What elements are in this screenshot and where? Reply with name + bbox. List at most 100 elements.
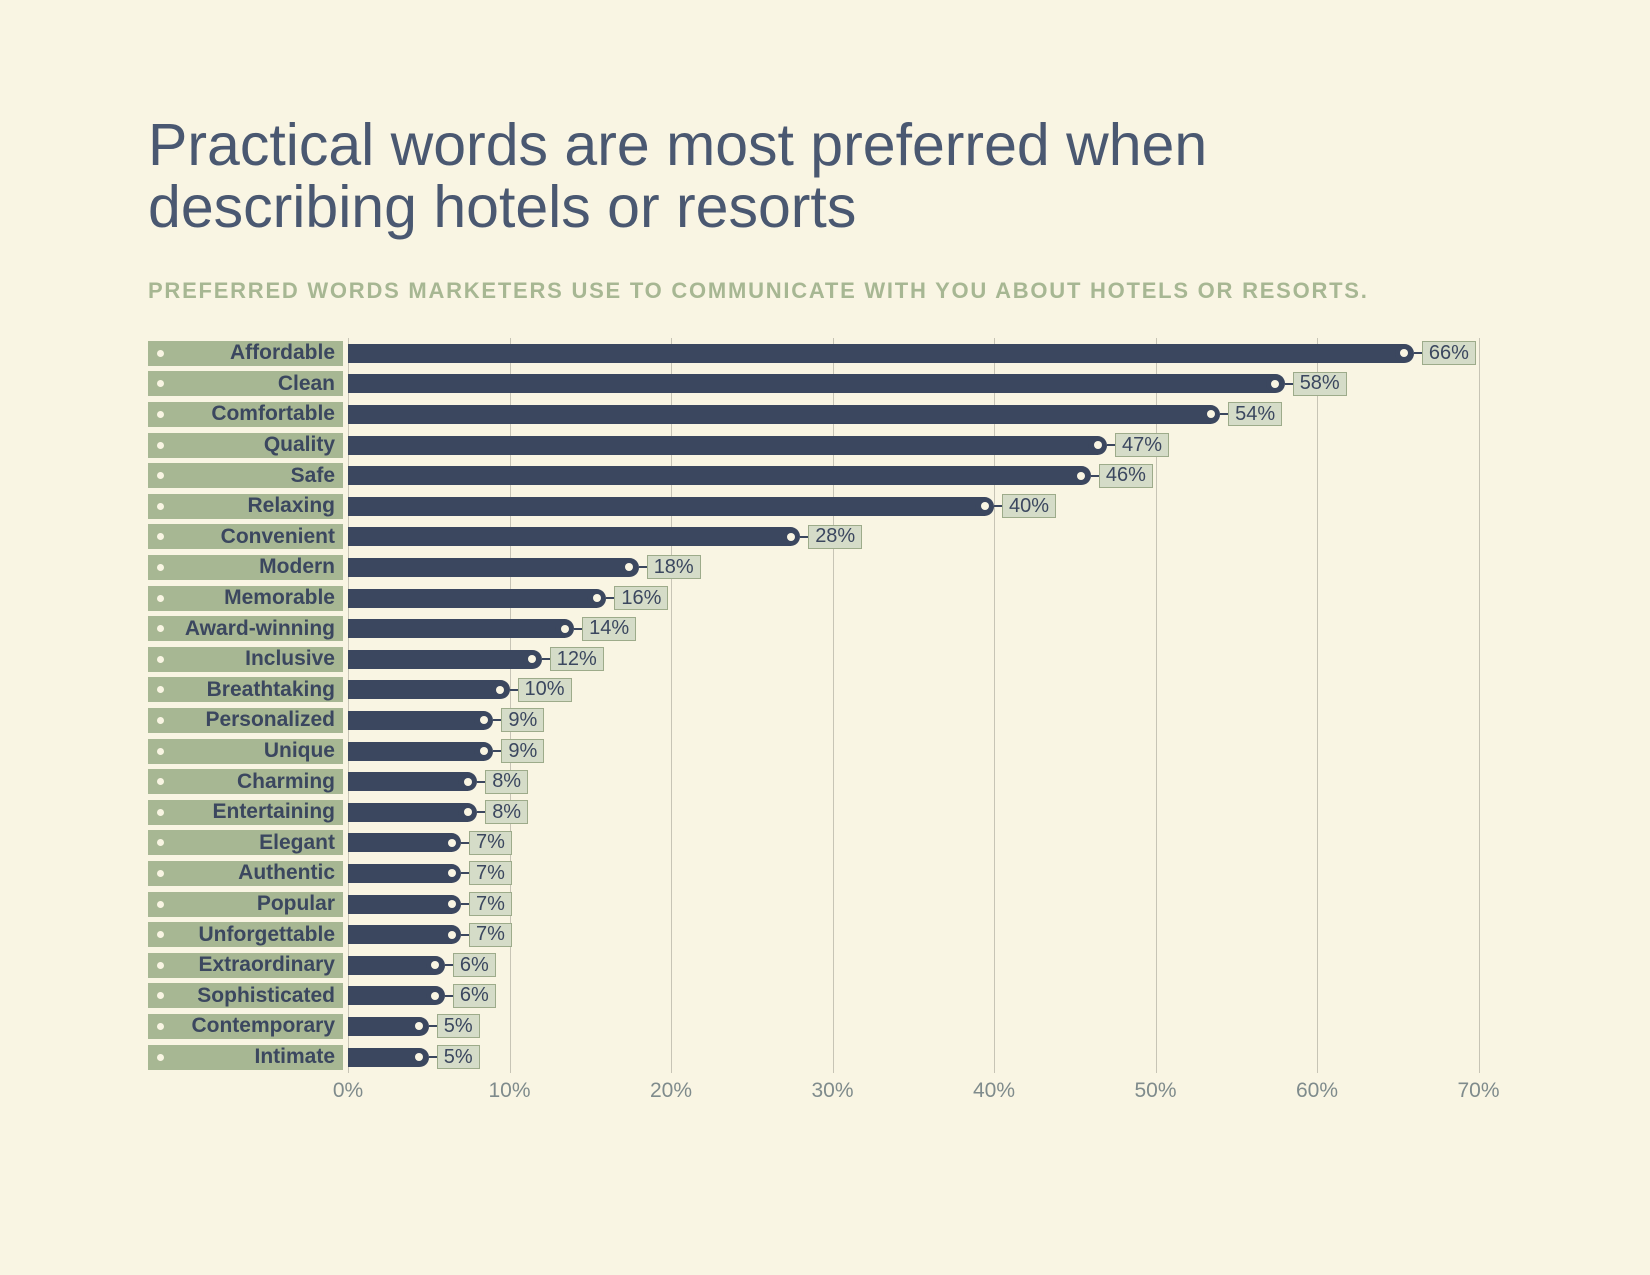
value-label-text: 16% [615, 587, 667, 610]
y-label-text: Authentic [238, 861, 335, 885]
y-label-box: Affordable [148, 341, 343, 366]
y-label-text: Breathtaking [207, 678, 335, 702]
x-axis-tick-label: 50% [1134, 1079, 1176, 1103]
value-label-box: 8% [485, 770, 528, 794]
bar [348, 803, 468, 822]
value-connector [429, 1056, 437, 1058]
value-connector [510, 689, 518, 691]
value-label-box: 46% [1099, 464, 1153, 488]
value-connector [493, 750, 501, 752]
value-label-text: 40% [1003, 495, 1055, 518]
value-connector [574, 628, 582, 630]
bar [348, 1017, 419, 1036]
bar-end-dot-icon [593, 594, 601, 602]
y-label-bullet-icon [157, 350, 164, 357]
value-label-text: 7% [470, 923, 511, 946]
y-label-text: Extraordinary [198, 953, 335, 977]
value-label-box: 5% [437, 1014, 480, 1038]
value-connector [493, 719, 501, 721]
bar-end-dot-icon [480, 747, 488, 755]
y-label-bullet-icon [157, 717, 164, 724]
value-label-box: 6% [453, 953, 496, 977]
value-connector [445, 995, 453, 997]
x-axis-tick-label: 30% [811, 1079, 853, 1103]
value-label-text: 66% [1423, 342, 1475, 365]
bar [348, 680, 500, 699]
y-label-text: Intimate [254, 1045, 335, 1069]
value-connector [461, 872, 469, 874]
y-label-text: Charming [237, 770, 335, 794]
y-label-box: Popular [148, 892, 343, 917]
y-label-text: Relaxing [247, 494, 335, 518]
y-label-bullet-icon [157, 1023, 164, 1030]
x-axis-tick-label: 0% [333, 1079, 363, 1103]
y-label-text: Affordable [230, 341, 335, 365]
y-label-text: Award-winning [185, 617, 335, 641]
y-label-text: Personalized [205, 708, 335, 732]
y-label-box: Inclusive [148, 647, 343, 672]
value-label-box: 16% [614, 586, 668, 610]
value-label-text: 5% [438, 1046, 479, 1069]
y-label-box: Sophisticated [148, 983, 343, 1008]
value-label-text: 14% [583, 617, 635, 640]
bar [348, 558, 629, 577]
value-label-box: 47% [1115, 433, 1169, 457]
value-connector [429, 1025, 437, 1027]
bar [348, 1048, 419, 1067]
value-connector [606, 597, 614, 599]
value-label-box: 40% [1002, 494, 1056, 518]
bar [348, 650, 532, 669]
value-label-text: 5% [438, 1015, 479, 1038]
value-label-box: 8% [485, 800, 528, 824]
y-label-bullet-icon [157, 686, 164, 693]
bar [348, 497, 985, 516]
y-label-box: Convenient [148, 524, 343, 549]
value-connector [639, 566, 647, 568]
y-label-box: Quality [148, 433, 343, 458]
y-label-bullet-icon [157, 411, 164, 418]
y-label-box: Personalized [148, 708, 343, 733]
value-label-box: 66% [1422, 341, 1476, 365]
y-label-text: Inclusive [245, 647, 335, 671]
value-label-box: 7% [469, 923, 512, 947]
y-label-box: Memorable [148, 586, 343, 611]
y-label-box: Authentic [148, 861, 343, 886]
bar [348, 742, 484, 761]
y-label-text: Memorable [224, 586, 335, 610]
y-label-text: Convenient [221, 525, 335, 549]
bar [348, 344, 1404, 363]
value-label-text: 7% [470, 893, 511, 916]
y-label-bullet-icon [157, 992, 164, 999]
value-connector [1107, 444, 1115, 446]
bar-end-dot-icon [561, 625, 569, 633]
value-label-box: 28% [808, 525, 862, 549]
y-label-bullet-icon [157, 962, 164, 969]
y-label-text: Unique [264, 739, 335, 763]
y-label-box: Relaxing [148, 494, 343, 519]
value-label-text: 9% [502, 740, 543, 763]
y-label-box: Modern [148, 555, 343, 580]
bar [348, 833, 452, 852]
y-label-bullet-icon [157, 656, 164, 663]
y-label-box: Elegant [148, 830, 343, 855]
y-label-bullet-icon [157, 380, 164, 387]
value-connector [542, 658, 550, 660]
y-label-text: Modern [259, 555, 335, 579]
y-label-bullet-icon [157, 778, 164, 785]
y-label-text: Unforgettable [199, 923, 336, 947]
bar [348, 619, 565, 638]
y-label-box: Safe [148, 463, 343, 488]
value-connector [1091, 475, 1099, 477]
x-gridline [1479, 338, 1480, 1073]
y-label-text: Clean [278, 372, 335, 396]
value-label-text: 7% [470, 862, 511, 885]
y-label-box: Intimate [148, 1045, 343, 1070]
page-title: Practical words are most preferred when … [148, 115, 1348, 239]
y-label-box: Comfortable [148, 402, 343, 427]
bar [348, 374, 1275, 393]
bar-end-dot-icon [464, 808, 472, 816]
y-label-bullet-icon [157, 533, 164, 540]
y-label-bullet-icon [157, 1054, 164, 1061]
bar-end-dot-icon [448, 931, 456, 939]
bar [348, 864, 452, 883]
